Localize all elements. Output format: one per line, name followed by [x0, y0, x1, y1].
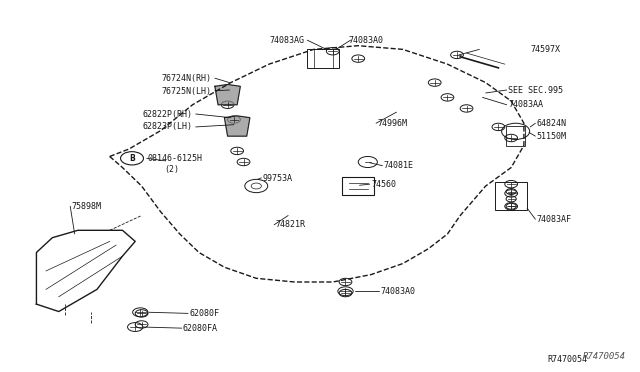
Text: 62822P(RH): 62822P(RH) — [143, 109, 193, 119]
Bar — [307, 49, 339, 68]
Text: 74083AF: 74083AF — [537, 215, 572, 224]
Text: 74081E: 74081E — [384, 161, 413, 170]
Text: 74560: 74560 — [371, 180, 396, 189]
Text: 08146-6125H: 08146-6125H — [148, 154, 203, 163]
Text: R7470054: R7470054 — [548, 355, 588, 364]
Text: 74083A0: 74083A0 — [349, 36, 383, 45]
Circle shape — [358, 157, 378, 167]
Text: 51150M: 51150M — [537, 132, 566, 141]
Bar — [506, 126, 525, 146]
Text: 76725N(LH): 76725N(LH) — [162, 87, 212, 96]
Text: 75898M: 75898M — [72, 202, 102, 211]
Text: 64824N: 64824N — [537, 119, 566, 128]
Text: B: B — [129, 154, 135, 163]
Text: 74821R: 74821R — [275, 220, 305, 229]
Text: 62080FA: 62080FA — [183, 324, 218, 333]
Text: 74083AG: 74083AG — [269, 36, 304, 45]
Text: 74597X: 74597X — [531, 45, 560, 54]
Bar — [495, 182, 527, 210]
Text: SEE SEC.995: SEE SEC.995 — [508, 86, 563, 94]
Text: R7470054: R7470054 — [583, 352, 626, 361]
Polygon shape — [225, 116, 250, 136]
Text: 62080F: 62080F — [189, 309, 220, 318]
Bar — [342, 177, 374, 195]
Polygon shape — [215, 84, 241, 105]
Text: 62823P(LH): 62823P(LH) — [143, 122, 193, 131]
Text: 74083AA: 74083AA — [508, 100, 543, 109]
Text: 74083A0: 74083A0 — [381, 287, 415, 296]
Text: 99753A: 99753A — [262, 174, 292, 183]
Text: (2): (2) — [164, 165, 179, 174]
Text: 76724N(RH): 76724N(RH) — [162, 74, 212, 83]
Text: 74996M: 74996M — [378, 119, 407, 128]
